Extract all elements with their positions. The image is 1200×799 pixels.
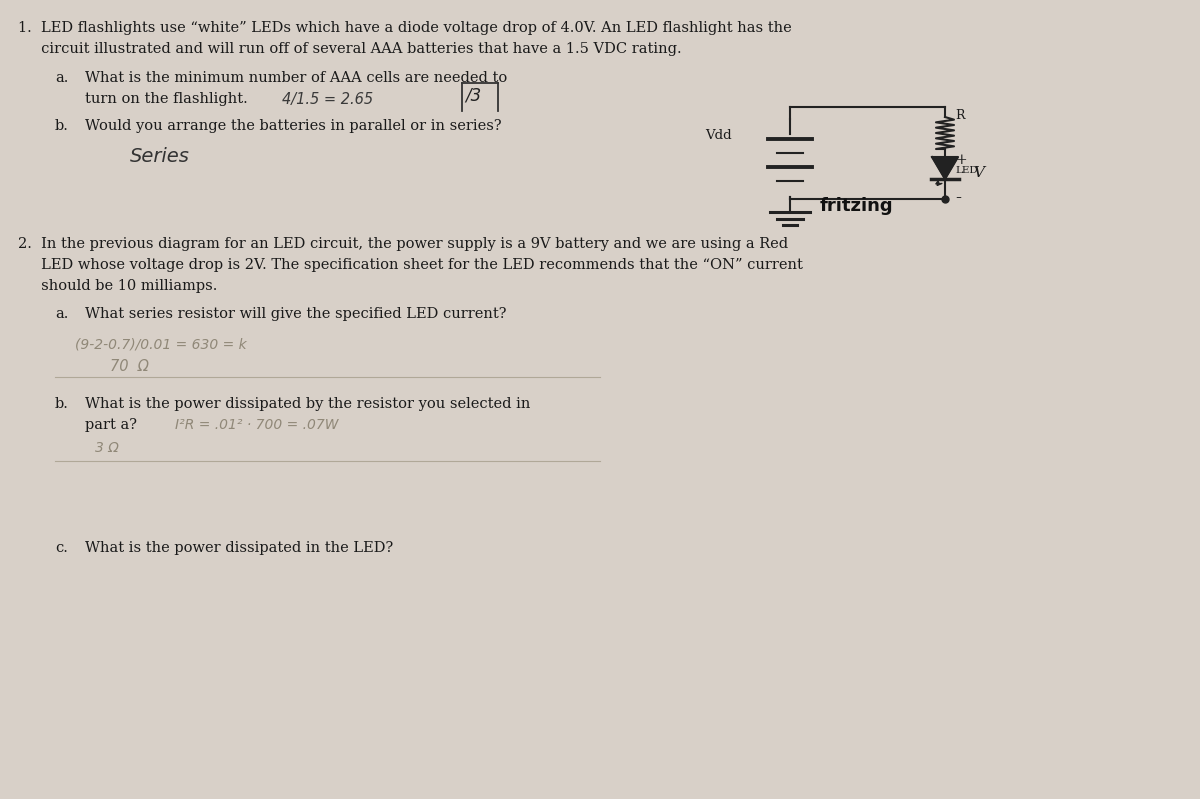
Text: b.: b. [55,119,68,133]
Text: What is the minimum number of AAA cells are needed to: What is the minimum number of AAA cells … [85,71,508,85]
Polygon shape [932,157,958,179]
Text: 3 Ω: 3 Ω [95,441,119,455]
Text: What is the power dissipated by the resistor you selected in: What is the power dissipated by the resi… [85,397,530,411]
Text: circuit illustrated and will run off of several AAA batteries that have a 1.5 VD: circuit illustrated and will run off of … [18,42,682,56]
Text: What is the power dissipated in the LED?: What is the power dissipated in the LED? [85,541,394,555]
Text: 4/1.5 = 2.65: 4/1.5 = 2.65 [282,92,373,107]
Text: V: V [973,166,984,180]
Text: Series: Series [130,147,190,166]
Text: a.: a. [55,307,68,321]
Text: -: - [955,189,961,207]
Text: +: + [955,153,967,167]
Text: What series resistor will give the specified LED current?: What series resistor will give the speci… [85,307,506,321]
Text: LED: LED [955,166,978,175]
Text: 2.  In the previous diagram for an LED circuit, the power supply is a 9V battery: 2. In the previous diagram for an LED ci… [18,237,788,251]
Text: LED whose voltage drop is 2V. The specification sheet for the LED recommends tha: LED whose voltage drop is 2V. The specif… [18,258,803,272]
Text: c.: c. [55,541,68,555]
Text: (9-2-0.7)/0.01 = 630 = k: (9-2-0.7)/0.01 = 630 = k [74,337,247,351]
Text: Vdd: Vdd [706,129,732,142]
Text: fritzing: fritzing [820,197,894,215]
Text: /3: /3 [466,86,481,104]
Text: should be 10 milliamps.: should be 10 milliamps. [18,279,217,293]
Text: 1.  LED flashlights use “white” LEDs which have a diode voltage drop of 4.0V. An: 1. LED flashlights use “white” LEDs whic… [18,21,792,35]
Text: I²R = .01² · 700 = .07W: I²R = .01² · 700 = .07W [175,418,338,432]
Text: part a?: part a? [85,418,137,432]
Text: a.: a. [55,71,68,85]
Text: turn on the flashlight.: turn on the flashlight. [85,92,247,106]
Text: R: R [955,109,965,122]
Text: b.: b. [55,397,68,411]
Text: Would you arrange the batteries in parallel or in series?: Would you arrange the batteries in paral… [85,119,502,133]
Text: 70  Ω: 70 Ω [110,359,149,374]
